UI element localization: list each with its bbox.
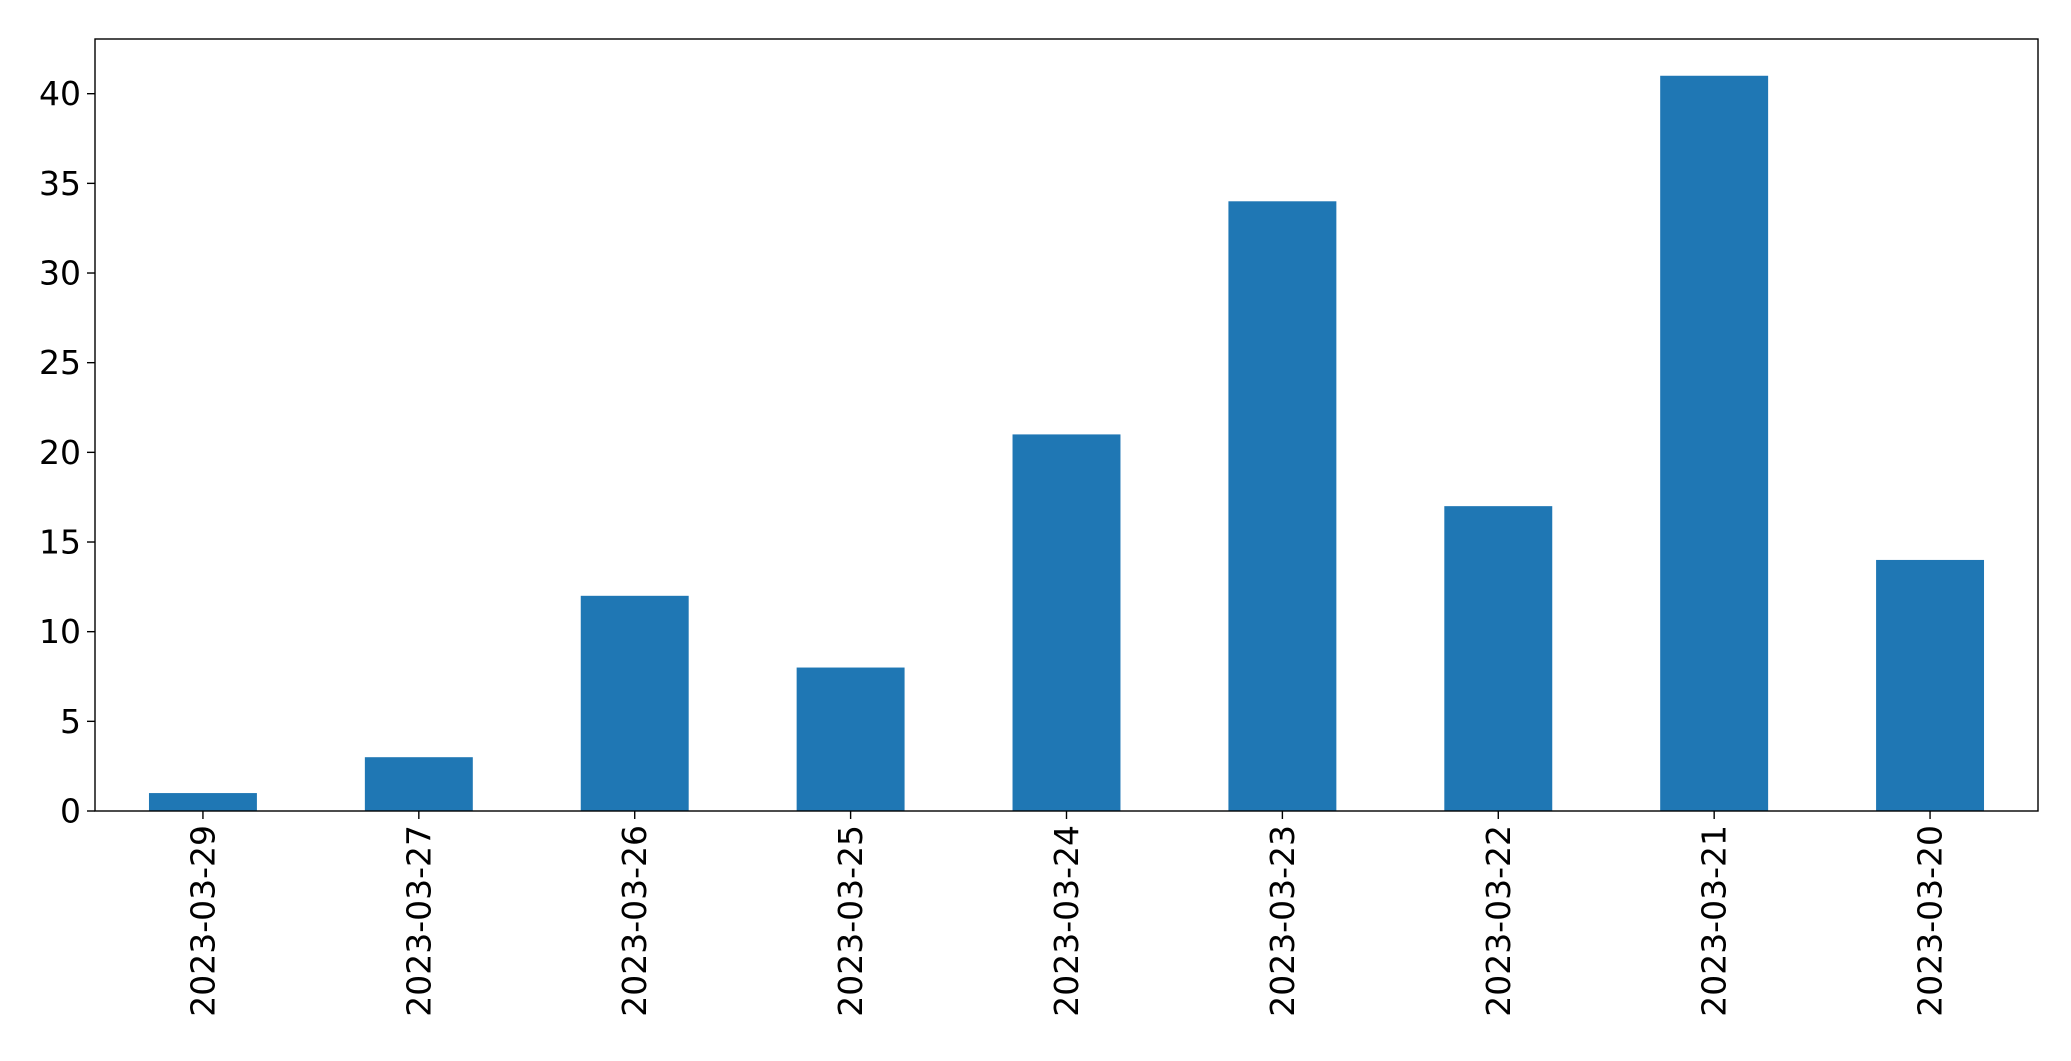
bar-2023-03-23 bbox=[1228, 201, 1337, 812]
bar-2023-03-26 bbox=[580, 595, 689, 811]
y-tick-label: 30 bbox=[39, 254, 81, 293]
y-tick-label: 10 bbox=[39, 612, 81, 651]
x-tick-label: 2023-03-24 bbox=[1047, 825, 1086, 1017]
bar-2023-03-24 bbox=[1012, 434, 1121, 811]
x-axis: 2023-03-29 2023-03-27 2023-03-26 2023-03-25… bbox=[183, 811, 1950, 1017]
bar-2023-03-29 bbox=[148, 793, 257, 811]
y-tick-label: 5 bbox=[60, 702, 81, 741]
x-tick-label: 2023-03-20 bbox=[1911, 825, 1950, 1017]
bar-2023-03-21 bbox=[1660, 75, 1769, 811]
x-tick-label: 2023-03-22 bbox=[1479, 825, 1518, 1017]
y-axis: 0 5 10 15 20 25 30 35 40 bbox=[39, 74, 95, 831]
x-tick-label: 2023-03-23 bbox=[1263, 825, 1302, 1017]
x-tick-label: 2023-03-27 bbox=[399, 825, 438, 1017]
y-tick-label: 35 bbox=[39, 164, 81, 203]
x-tick-label: 2023-03-21 bbox=[1695, 825, 1734, 1017]
x-tick-label: 2023-03-29 bbox=[183, 825, 222, 1017]
bar-series bbox=[148, 75, 1985, 812]
y-tick-label: 15 bbox=[39, 523, 81, 562]
y-tick-label: 0 bbox=[60, 792, 81, 831]
y-tick-label: 40 bbox=[39, 74, 81, 113]
x-tick-label: 2023-03-26 bbox=[615, 825, 654, 1017]
bar-2023-03-27 bbox=[364, 757, 473, 811]
x-tick-label: 2023-03-25 bbox=[831, 825, 870, 1017]
bar-2023-03-20 bbox=[1876, 559, 1985, 811]
y-tick-label: 20 bbox=[39, 433, 81, 472]
bar-2023-03-22 bbox=[1444, 506, 1553, 811]
plot-area bbox=[94, 38, 2039, 812]
y-tick-label: 25 bbox=[39, 343, 81, 382]
bar-2023-03-25 bbox=[796, 667, 905, 811]
